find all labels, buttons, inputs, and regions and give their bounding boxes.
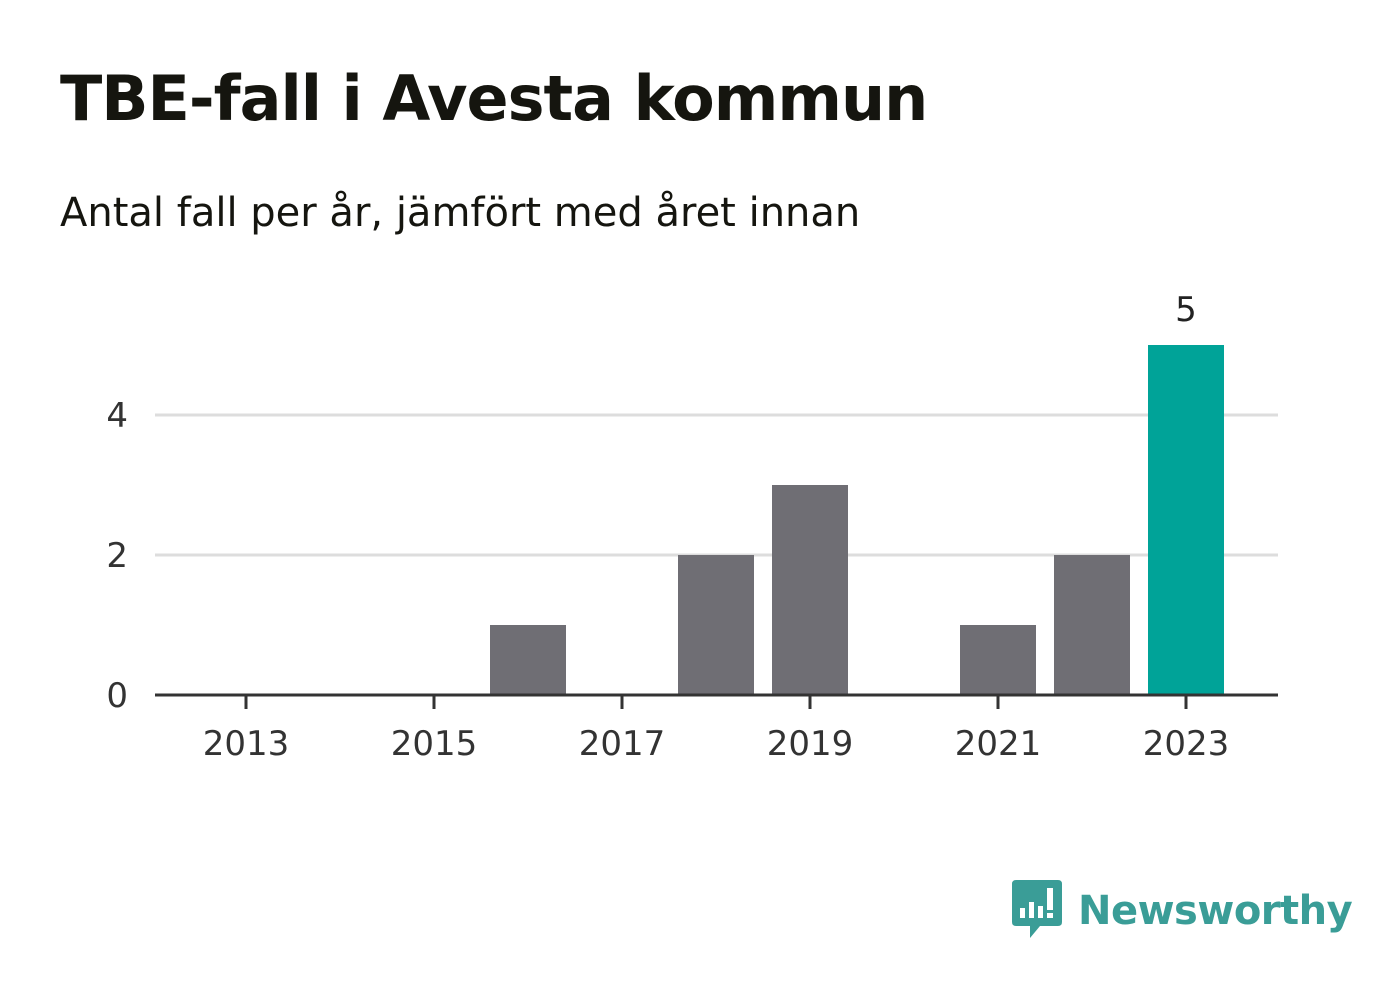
x-tick-label-2013: 2013	[203, 724, 290, 764]
bar-2023	[1148, 345, 1224, 695]
chart-title: TBE-fall i Avesta kommun	[60, 62, 928, 135]
grid-lines	[155, 413, 1278, 557]
x-tick-label-2023: 2023	[1143, 724, 1230, 764]
brand-name: Newsworthy	[1078, 888, 1353, 934]
bar-2019	[772, 485, 848, 695]
y-tick-label-4: 4	[106, 396, 128, 436]
bar-2021	[960, 625, 1036, 695]
x-axis	[155, 693, 1278, 709]
x-tick-label-2015: 2015	[391, 724, 478, 764]
data-label-2023: 5	[1175, 290, 1197, 330]
labels: 0 2 4 5 2013 2015 2017 2019 2021 2023	[106, 290, 1229, 764]
bars	[490, 345, 1224, 695]
bar-2018	[678, 555, 754, 695]
y-tick-label-0: 0	[106, 676, 128, 716]
x-tick-label-2021: 2021	[955, 724, 1042, 764]
y-tick-label-2: 2	[106, 536, 128, 576]
bar-2022	[1054, 555, 1130, 695]
chart-subtitle: Antal fall per år, jämfört med året inna…	[60, 190, 861, 236]
bar-2016	[490, 625, 566, 695]
newsworthy-brand: Newsworthy	[1010, 878, 1353, 944]
x-tick-label-2017: 2017	[579, 724, 666, 764]
x-tick-label-2019: 2019	[767, 724, 854, 764]
newsworthy-logo-icon	[1010, 878, 1064, 944]
